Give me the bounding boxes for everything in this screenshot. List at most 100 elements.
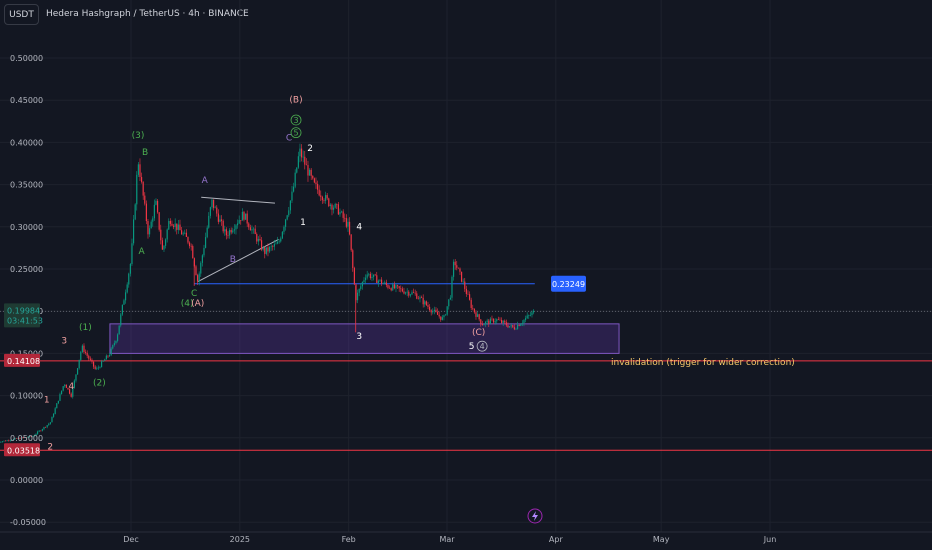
candle-body [137,164,139,175]
time-axis[interactable]: Dec 2025 Feb Mar Apr May Jun [0,531,932,544]
candle-body [252,228,255,230]
candle-body [254,228,256,235]
candle-body [449,297,451,300]
y-tick-label: 0.25000 [10,265,43,274]
candle-body [108,355,111,357]
candle-body [172,225,175,227]
candle-body [452,261,455,277]
candle-body [123,300,125,305]
candle-body [99,367,101,368]
currency-selector[interactable]: USDT [4,4,39,25]
candle-body [153,204,155,219]
candle-body [73,380,75,389]
candle-body [480,319,482,324]
candle-body [174,223,176,227]
candle-body [112,345,114,349]
candle-body [56,403,58,409]
candle-body [222,220,224,232]
price-axis[interactable]: 0.50000 0.45000 0.40000 0.35000 0.30000 0.250… [4,54,586,527]
candle-body [400,288,402,289]
candle-body [140,177,143,182]
candle-body [411,292,413,295]
wave-label: (1) [79,323,92,333]
candle-body [459,268,461,272]
level-tag-bg [4,353,40,367]
candle-body [257,239,259,242]
wave-label: 3 [61,336,67,346]
x-tick-label: Apr [549,535,564,544]
candle-body [57,400,59,404]
candle-body [465,288,467,294]
level-tag-bg [551,275,586,292]
candle-body [179,224,181,231]
candle-body [273,244,275,247]
candle-body [92,361,95,367]
candle-body [220,219,223,221]
candle-body [217,213,219,222]
candle-body [244,213,247,220]
candle-body [281,231,283,239]
candle-body [12,439,15,441]
candle-body [396,285,399,287]
candle-body [368,273,370,275]
candle-body [339,212,341,215]
candle-body [358,288,360,293]
candle-body [6,440,8,442]
candle-body [470,299,472,309]
candle-body [150,221,152,229]
candle-body [312,175,314,179]
candle-body [60,390,63,395]
candle-body [489,318,491,325]
candle-body [35,433,37,436]
candle-body [320,195,322,197]
candle-body [0,442,2,443]
candle-body [315,182,317,184]
candle-body [160,229,162,241]
candle-body [380,279,383,284]
invalidation-note: invalidation (trigger for wider correcti… [611,358,795,368]
candle-body [83,345,85,352]
candle-body [353,267,355,285]
candle-body [356,292,359,301]
wave-label: A [202,176,209,186]
candle-body [248,223,250,228]
candle-body [331,204,333,210]
candle-body [196,275,199,282]
candle-body [251,229,253,231]
candle-body [288,210,290,216]
candle-body [425,301,427,306]
candle-body [68,389,71,394]
wave-label: (4) [181,299,194,309]
candle-body [444,314,447,316]
candle-body [78,359,80,369]
candle-body [408,291,410,296]
candle-body [484,321,487,325]
candle-body [510,325,512,327]
candle-body [180,230,183,235]
candle-body [136,174,138,205]
x-tick-label: May [653,535,670,544]
candle-body [240,220,242,221]
candle-body [238,220,240,224]
candle-body [169,220,171,224]
candle-body [241,211,243,221]
candle-body [268,246,271,252]
candle-body [387,285,389,288]
wave-label-circle [290,114,302,126]
candle-body [147,221,149,235]
candle-body [51,416,53,423]
candle-body [118,325,120,335]
candle-body [20,437,23,439]
candle-body [424,301,426,305]
candle-body [379,279,381,281]
wave-label: 3 [356,332,362,342]
candle-body [475,312,477,317]
candle-body [328,198,330,207]
candle-body [382,283,384,285]
candle-body [417,298,419,300]
candle-body [513,327,515,330]
candle-body [342,211,344,218]
candle-body [374,274,376,276]
candle-body [460,271,463,282]
